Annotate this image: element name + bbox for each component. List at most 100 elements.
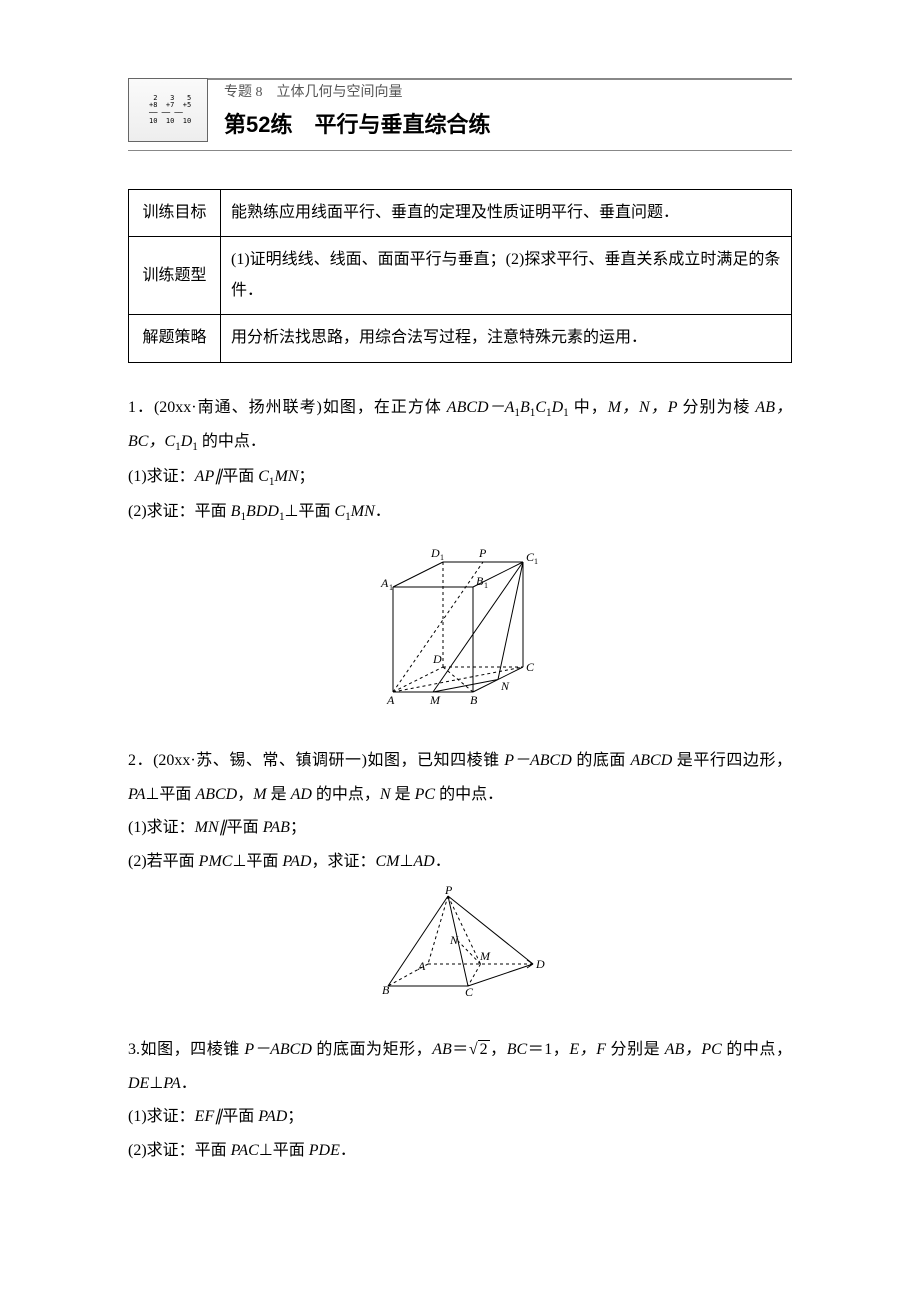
text: (2)若平面	[128, 853, 199, 870]
svg-text:A: A	[386, 693, 395, 707]
svg-text:A: A	[417, 959, 426, 973]
goals-table: 训练目标 能熟练应用线面平行、垂直的定理及性质证明平行、垂直问题． 训练题型 (…	[128, 189, 792, 363]
text: ．	[375, 503, 391, 520]
math: MN∥	[195, 819, 227, 836]
svg-text:A: A	[380, 576, 389, 590]
math: PAD	[258, 1108, 287, 1125]
problem-2-intro: 2．(20xx·苏、锡、常、镇调研一)如图，已知四棱锥 P－ABCD 的底面 A…	[128, 744, 792, 811]
math: P－ABCD	[244, 1041, 312, 1058]
text: 的底面为矩形，	[312, 1041, 432, 1058]
math: BC	[507, 1041, 527, 1058]
svg-text:B: B	[476, 574, 484, 588]
exercise-title: 第52练 平行与垂直综合练	[224, 107, 792, 139]
text: 是	[391, 786, 415, 803]
math: C1MN	[334, 503, 374, 520]
math: AP∥	[195, 468, 223, 485]
svg-text:B: B	[382, 983, 390, 996]
table-row: 训练题型 (1)证明线线、线面、面面平行与垂直；(2)探求平行、垂直关系成立时满…	[129, 237, 792, 315]
text: 分别是	[606, 1041, 665, 1058]
header-text-block: 专题 8 立体几何与空间向量 第52练 平行与垂直综合练	[224, 78, 792, 142]
text: 分别为棱	[677, 399, 755, 416]
goals-row-key: 训练目标	[129, 190, 221, 237]
text: ；	[299, 468, 315, 485]
text: 的中点．	[198, 433, 266, 450]
radicand: 2	[478, 1040, 490, 1058]
math: N	[380, 786, 391, 803]
header-thumbnail-icon: 2 3 5 +8 +7 +5 ── ── ── 10 10 10	[128, 78, 208, 142]
math: M	[253, 786, 266, 803]
svg-text:1: 1	[484, 581, 488, 590]
goals-row-key: 解题策略	[129, 315, 221, 362]
problem-2-sub1: (1)求证：MN∥平面 PAB；	[128, 811, 792, 845]
svg-text:P: P	[444, 886, 453, 897]
sqrt2: 2	[469, 1041, 490, 1058]
math-cube: ABCD－A1B1C1D1	[447, 399, 569, 416]
svg-text:D: D	[432, 652, 442, 666]
problem-2-sub2: (2)若平面 PMC⊥平面 PAD，求证：CM⊥AD．	[128, 845, 792, 879]
top-rule-lines	[128, 78, 792, 80]
text: ，求证：	[311, 853, 375, 870]
text: (1)求证：	[128, 1108, 195, 1125]
math: ABCD	[630, 752, 672, 769]
text: (1)求证：	[128, 819, 195, 836]
svg-text:N: N	[449, 933, 459, 947]
svg-text:M: M	[479, 949, 491, 963]
svg-text:C: C	[465, 985, 474, 996]
text: (2)求证：平面	[128, 1142, 231, 1159]
math: E，F	[569, 1041, 606, 1058]
goals-row-val: (1)证明线线、线面、面面平行与垂直；(2)探求平行、垂直关系成立时满足的条件．	[221, 237, 792, 315]
problem-1-intro: 1．(20xx·南通、扬州联考)如图，在正方体 ABCD－A1B1C1D1 中，…	[128, 391, 792, 460]
text: 是平行四边形，	[672, 752, 792, 769]
math-mnp: M，N，P	[608, 399, 678, 416]
text: ⊥平面	[259, 1142, 309, 1159]
math: AB	[432, 1041, 452, 1058]
text: ．	[181, 1075, 197, 1092]
math: C1MN	[258, 468, 298, 485]
goals-row-key: 训练题型	[129, 237, 221, 315]
text: ⊥	[399, 853, 413, 870]
math: PC	[415, 786, 435, 803]
math: PAB	[263, 819, 290, 836]
svg-text:1: 1	[389, 583, 393, 592]
document-header: 2 3 5 +8 +7 +5 ── ── ── 10 10 10 专题 8 立体…	[128, 78, 792, 151]
goals-row-val: 用分析法找思路，用综合法写过程，注意特殊元素的运用．	[221, 315, 792, 362]
text: (2)求证：平面	[128, 503, 231, 520]
math: PA	[163, 1075, 180, 1092]
text: 1．(20xx·南通、扬州联考)如图，在正方体	[128, 399, 447, 416]
problem-3-intro: 3.如图，四棱锥 P－ABCD 的底面为矩形，AB＝2，BC＝1，E，F 分别是…	[128, 1033, 792, 1100]
text: ；	[290, 819, 306, 836]
figure-1-cube: AMB NCD A1 B1 C1 D1 P	[128, 537, 792, 720]
text: ⊥平面	[232, 853, 282, 870]
math: PMC	[199, 853, 233, 870]
thumbnail-math: 2 3 5 +8 +7 +5 ── ── ── 10 10 10	[145, 95, 191, 126]
text: 平面	[222, 1108, 258, 1125]
text: ．	[340, 1142, 356, 1159]
text: 中，	[569, 399, 608, 416]
text: 的中点，	[722, 1041, 792, 1058]
problem-1-sub1: (1)求证：AP∥平面 C1MN；	[128, 460, 792, 495]
text: 平面	[222, 468, 258, 485]
text: 3.如图，四棱锥	[128, 1041, 244, 1058]
text: (1)求证：	[128, 468, 195, 485]
svg-text:D: D	[430, 546, 440, 560]
table-row: 解题策略 用分析法找思路，用综合法写过程，注意特殊元素的运用．	[129, 315, 792, 362]
pyramid-svg: P AD BC MN	[368, 886, 553, 996]
svg-text:1: 1	[534, 557, 538, 566]
math: ABCD	[195, 786, 237, 803]
math: P－ABCD	[504, 752, 572, 769]
math: DE	[128, 1075, 149, 1092]
problem-3-sub1: (1)求证：EF∥平面 PAD；	[128, 1100, 792, 1134]
problem-1-sub2: (2)求证：平面 B1BDD1⊥平面 C1MN．	[128, 495, 792, 530]
math: PDE	[309, 1142, 340, 1159]
text: ⊥	[149, 1075, 163, 1092]
text: ＝	[452, 1041, 469, 1058]
math: PA	[128, 786, 145, 803]
text: 2．(20xx·苏、锡、常、镇调研一)如图，已知四棱锥	[128, 752, 504, 769]
text: ；	[287, 1108, 303, 1125]
math: AD	[291, 786, 312, 803]
text: ⊥平面	[285, 503, 335, 520]
text: 平面	[227, 819, 263, 836]
problem-3-sub2: (2)求证：平面 PAC⊥平面 PDE．	[128, 1134, 792, 1168]
math: PAD	[282, 853, 311, 870]
text: ⊥平面	[145, 786, 195, 803]
